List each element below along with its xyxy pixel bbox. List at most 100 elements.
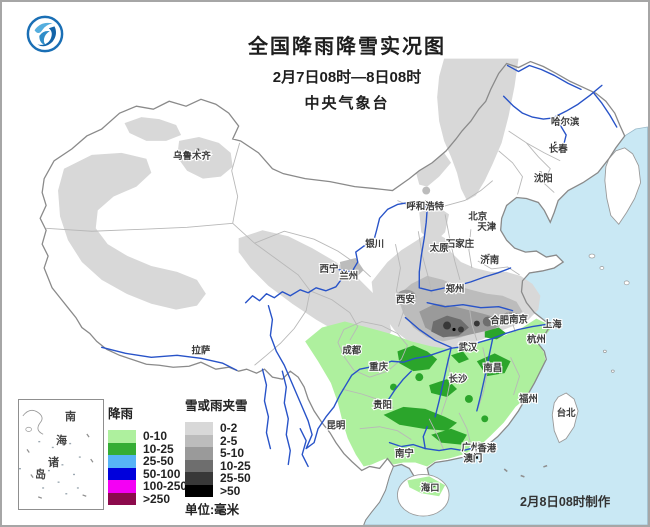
- snow-range-label: 25-50: [220, 471, 251, 486]
- snow-range-label: 5-10: [220, 446, 245, 461]
- city-label: 成都: [342, 344, 361, 355]
- city-dot: [490, 223, 493, 226]
- city-label: 长春: [549, 143, 568, 154]
- city-dot: [473, 442, 477, 445]
- rain-swatch: [108, 430, 136, 443]
- city-dot: [475, 456, 479, 459]
- city-label: 武汉: [458, 341, 477, 352]
- city-label: 呼和浩特: [406, 200, 444, 211]
- korea-landmass: [604, 147, 642, 226]
- rain-range-label: 50-100: [143, 466, 181, 481]
- city-label: 合肥: [490, 315, 509, 326]
- city-label: 南京: [509, 314, 528, 325]
- rain-swatch: [108, 455, 136, 468]
- city-label: 银川: [365, 238, 384, 249]
- snow-swatch: [185, 434, 213, 447]
- rain-swatch: [108, 480, 136, 493]
- province-borders: [46, 130, 561, 451]
- snow-legend-row: 5-10: [185, 446, 251, 461]
- china-border: [39, 60, 626, 486]
- city-dot: [521, 314, 524, 317]
- city-label: 南宁: [395, 448, 414, 459]
- city-label: 兰州: [339, 270, 358, 281]
- city-dot: [554, 141, 557, 145]
- city-dot: [495, 363, 498, 366]
- rain-legend-rows: 0-10 10-25 25-50 50-100 100-250 >250: [108, 429, 188, 506]
- city-dot: [458, 283, 462, 287]
- city-dot: [539, 171, 542, 174]
- city-dot: [425, 200, 428, 203]
- snow-areas: [58, 58, 541, 350]
- inset-label-char: 海: [56, 435, 67, 447]
- rain-legend-title: 降雨: [108, 407, 134, 421]
- snow-legend-row: 0-2: [185, 421, 251, 436]
- inset-label-char: 岛: [35, 469, 46, 481]
- rain-range-label: >250: [143, 491, 171, 506]
- snow-legend-row: 25-50: [185, 471, 251, 486]
- rain-range-label: 100-250: [143, 479, 188, 494]
- inset-label-char: 诸: [48, 457, 59, 469]
- rain-range-label: 10-25: [143, 441, 174, 456]
- city-label: 台北: [557, 407, 576, 418]
- cma-logo-icon: [26, 15, 64, 53]
- city-dot: [488, 446, 491, 449]
- city-dot: [568, 407, 572, 411]
- city-dot: [546, 320, 549, 323]
- city-dot: [464, 238, 468, 242]
- city-label: 乌鲁木齐: [173, 150, 211, 161]
- valid-period: 2月7日08时—8日08时: [272, 69, 422, 86]
- city-label: 太原: [429, 242, 449, 253]
- inset-islands-art: [19, 409, 94, 499]
- city-dot: [502, 315, 505, 318]
- city-label: 南昌: [483, 362, 502, 373]
- page-title: 全国降雨降雪实况图: [248, 36, 446, 58]
- city-label: 上海: [543, 319, 562, 330]
- city-label: 杭州: [527, 333, 546, 344]
- city-label: 石家庄: [445, 238, 475, 249]
- city-dot: [408, 448, 411, 451]
- city-dot: [196, 148, 200, 152]
- city-dot: [460, 373, 464, 377]
- city-dot: [487, 253, 490, 257]
- snow-range-label: >50: [220, 483, 241, 498]
- unit-note: 单位:毫米: [185, 503, 240, 517]
- city-label: 福州: [518, 393, 538, 404]
- city-label: 西宁: [320, 263, 339, 274]
- agency-name: 中央气象台: [304, 95, 390, 112]
- rain-legend-row: 100-250: [108, 479, 188, 494]
- city-dot: [330, 263, 334, 267]
- rain-swatch: [108, 442, 136, 455]
- city-label: 重庆: [369, 361, 388, 372]
- title-block: 全国降雨降雪实况图 2月7日08时—8日08时 中央气象台: [162, 30, 532, 113]
- city-label: 香港: [476, 443, 496, 454]
- city-dot: [356, 345, 359, 348]
- rain-range-label: 0-10: [143, 429, 168, 444]
- city-dot: [382, 362, 385, 365]
- city-dot: [539, 334, 542, 337]
- snow-range-label: 10-25: [220, 458, 251, 473]
- city-dot: [481, 211, 484, 214]
- snow-swatch: [185, 447, 213, 460]
- city-label: 哈尔滨: [551, 116, 580, 127]
- islands: [396, 253, 630, 517]
- city-dot: [339, 420, 343, 423]
- rain-swatch: [108, 467, 136, 480]
- snow-legend-row: >50: [185, 483, 251, 498]
- snow-range-label: 0-2: [220, 421, 238, 436]
- city-label: 贵阳: [373, 399, 392, 410]
- city-label: 郑州: [446, 283, 465, 294]
- south-china-sea-inset: 南 海 诸 岛: [18, 399, 104, 510]
- taiwan-island: [551, 392, 579, 444]
- snow-range-label: 2-5: [220, 433, 238, 448]
- vietnam-coast-border: [363, 466, 394, 525]
- snow-swatch: [185, 422, 213, 435]
- inset-label-char: 南: [65, 411, 76, 423]
- snow-swatch: [185, 459, 213, 472]
- city-dot: [351, 270, 354, 274]
- rain-legend-row: 50-100: [108, 466, 187, 481]
- cma-logo: [26, 15, 64, 53]
- rain-legend-row: 10-25: [108, 441, 187, 456]
- snow-swatch: [185, 472, 213, 485]
